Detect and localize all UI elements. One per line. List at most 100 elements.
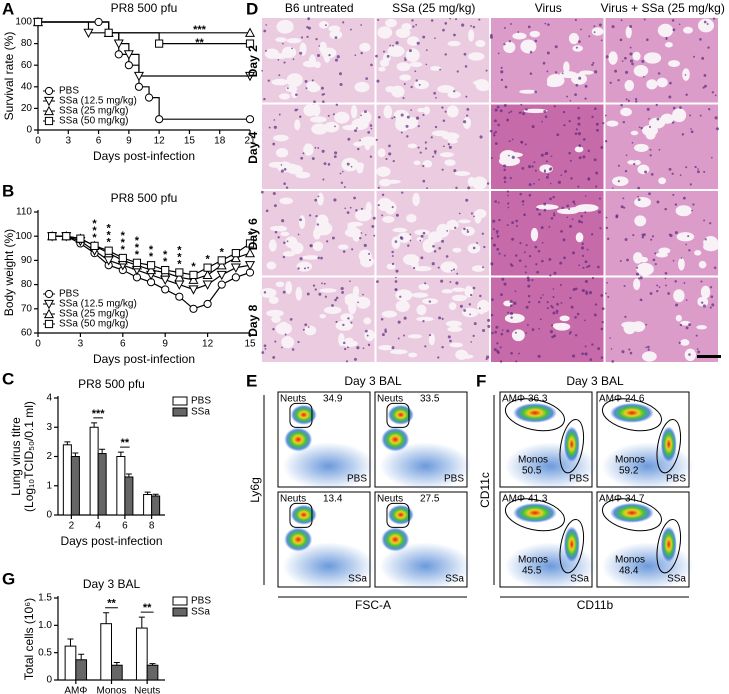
nucleus [401, 191, 404, 194]
alveolus [657, 23, 674, 38]
nucleus [468, 303, 472, 306]
nucleus [324, 295, 327, 298]
nucleus [405, 124, 409, 128]
nucleus [495, 229, 499, 233]
nucleus [685, 299, 688, 301]
nucleus [472, 286, 476, 290]
nucleus [495, 325, 499, 329]
gate-name: Monos [518, 455, 548, 466]
nucleus [497, 52, 500, 55]
marker [174, 272, 185, 282]
nucleus [282, 255, 286, 259]
nucleus [342, 323, 345, 327]
alveolus [338, 244, 349, 250]
nucleus [519, 192, 522, 196]
nucleus [615, 215, 619, 219]
panel-title: Day 3 BAL [566, 374, 624, 388]
nucleus [327, 114, 330, 117]
legend-marker [43, 105, 55, 116]
annotation: *** [177, 244, 182, 270]
nucleus [328, 54, 331, 57]
alveolus [341, 340, 358, 348]
nucleus [707, 46, 710, 49]
nucleus [350, 165, 353, 168]
nucleus [654, 263, 657, 266]
nucleus [424, 282, 427, 285]
nucleus [503, 176, 507, 180]
alveolus [703, 242, 719, 252]
alveolus [472, 176, 488, 190]
nucleus [485, 69, 488, 72]
nucleus [672, 121, 675, 124]
legend-label: PBS [59, 86, 79, 97]
nucleus [545, 160, 548, 163]
nucleus [533, 161, 536, 164]
gate [386, 402, 410, 428]
gate [656, 518, 682, 574]
nucleus [591, 115, 594, 119]
alveolus [676, 232, 695, 242]
nucleus [692, 203, 695, 206]
alveolus [422, 238, 436, 253]
nucleus [702, 86, 705, 89]
x-tick-label: 8 [149, 521, 155, 532]
marker [217, 280, 226, 289]
nucleus [709, 286, 713, 289]
nucleus [397, 320, 401, 324]
nucleus [315, 38, 318, 41]
gate-name: Neuts [377, 394, 403, 405]
legend-label: SSa (25 mg/kg) [59, 309, 128, 320]
nucleus [626, 258, 629, 262]
nucleus [438, 246, 442, 250]
alveolus [446, 105, 459, 118]
histology-image [376, 104, 489, 189]
nucleus [607, 295, 610, 299]
annotation: ** [163, 249, 168, 268]
alveolus [546, 80, 560, 88]
nucleus [515, 225, 518, 228]
y-tick-label: 20 [21, 103, 33, 114]
nucleus [664, 277, 667, 280]
nucleus [370, 127, 373, 130]
nucleus [534, 90, 537, 94]
alveolus [648, 117, 666, 129]
alveolus [317, 192, 324, 206]
nucleus [362, 293, 364, 296]
nucleus [507, 194, 509, 197]
marker [104, 246, 113, 255]
sample-label: PBS [569, 474, 589, 485]
nucleus [534, 245, 538, 249]
nucleus [322, 100, 325, 103]
legend-swatch [172, 396, 188, 406]
alveolus [451, 294, 467, 302]
nucleus [467, 186, 471, 190]
y-axis-label: (Log₁₀TCID₅₀/0.1 ml) [22, 401, 36, 512]
nucleus [554, 45, 558, 49]
annotation: * [191, 261, 196, 273]
alveolus [389, 349, 408, 355]
nucleus [592, 61, 595, 64]
alveolus [352, 141, 364, 147]
nucleus [649, 148, 652, 151]
row-label: Day 8 [246, 304, 260, 336]
nucleus [569, 224, 572, 228]
alveolus [447, 326, 463, 332]
nucleus [520, 103, 523, 106]
nucleus [499, 360, 503, 363]
nucleus [338, 72, 342, 76]
alveolus [642, 351, 657, 362]
legend-label: SSa [191, 407, 210, 418]
nucleus [336, 55, 340, 59]
nucleus [687, 235, 690, 238]
nucleus [442, 28, 445, 32]
nucleus [542, 61, 546, 65]
marker [217, 256, 226, 265]
nucleus [393, 116, 396, 119]
annotation: *** [135, 235, 140, 261]
nucleus [584, 345, 587, 348]
nucleus [527, 25, 531, 29]
nucleus [529, 72, 533, 75]
marker [113, 39, 124, 49]
nucleus [415, 23, 418, 26]
nucleus [478, 307, 481, 310]
